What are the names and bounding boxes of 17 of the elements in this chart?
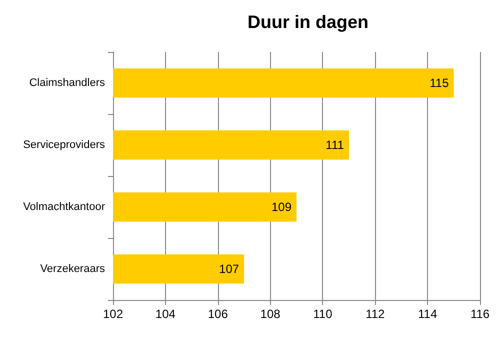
data-label: 109 <box>271 200 292 214</box>
y-tick-label: Claimshandlers <box>29 77 106 89</box>
x-tick-label: 110 <box>313 307 333 321</box>
y-tick-label: Volmachtkantoor <box>23 201 106 213</box>
y-tick-label: Serviceproviders <box>23 139 106 151</box>
x-tick-label: 112 <box>366 307 386 321</box>
x-tick-label: 106 <box>208 307 228 321</box>
x-tick-label: 102 <box>102 307 124 321</box>
x-tick-label: 108 <box>260 307 281 321</box>
x-tick-label: 114 <box>418 307 438 321</box>
data-label: 107 <box>219 262 240 276</box>
data-label: 111 <box>326 138 344 152</box>
y-tick-label: Verzekeraars <box>40 263 106 275</box>
x-tick-label: 116 <box>470 307 490 321</box>
chart-title: Duur in dagen <box>248 12 368 32</box>
x-tick-label: 104 <box>155 307 176 321</box>
data-label: 115 <box>430 76 450 90</box>
